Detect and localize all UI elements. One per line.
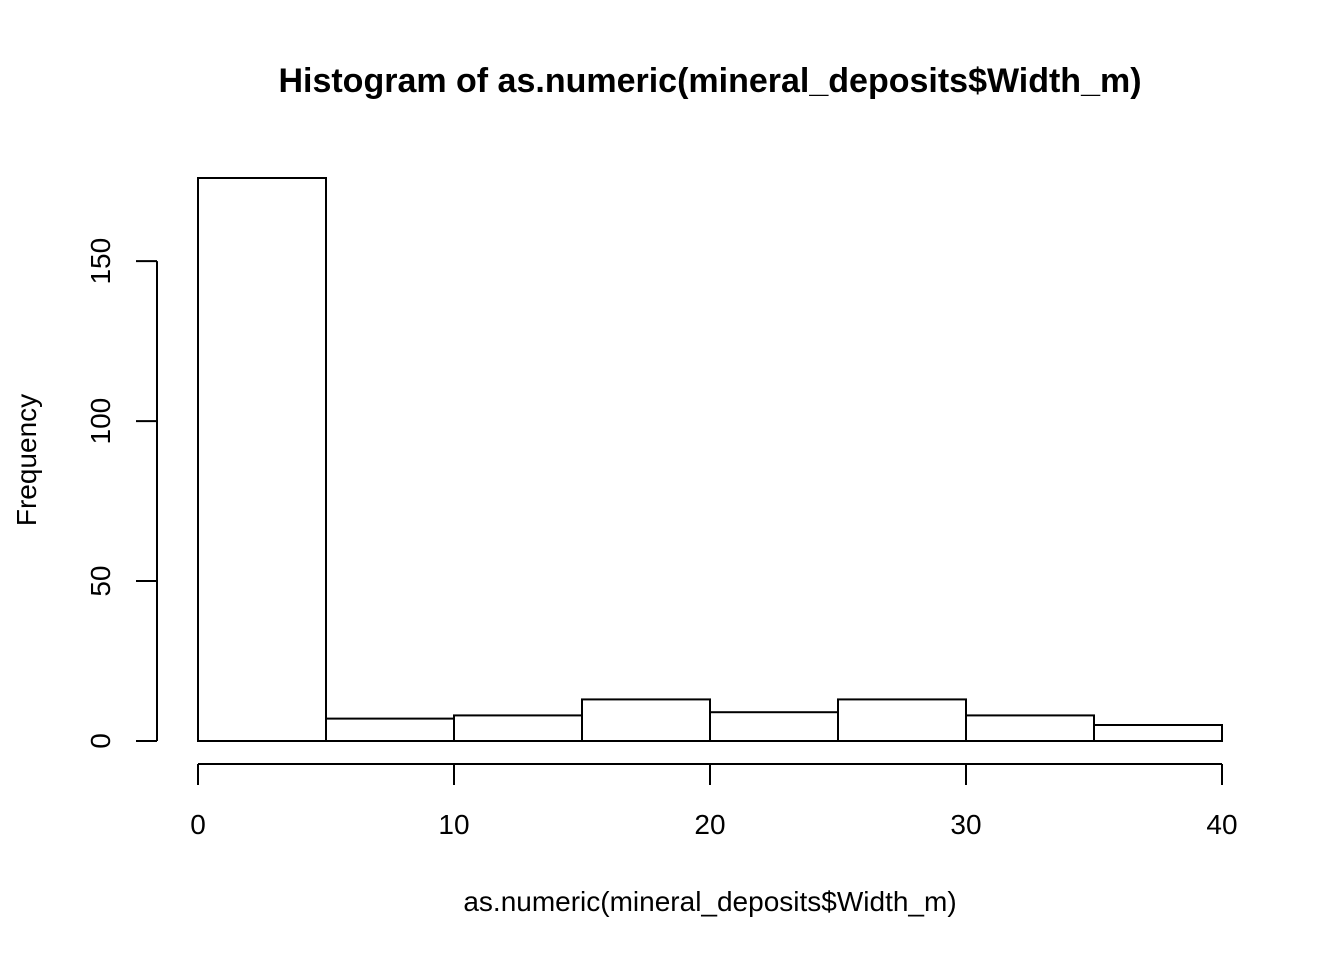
x-tick-label-1: 10 [438,809,469,840]
histogram-bar-7 [1093,724,1223,742]
chart-title: Histogram of as.numeric(mineral_deposits… [278,62,1141,100]
x-tick-label-3: 30 [950,809,981,840]
y-axis: 0 50 100 150 [85,238,158,749]
histogram-bar-0 [197,177,327,742]
histogram-bar-5 [837,698,967,743]
y-axis-label: Frequency [11,394,42,526]
x-axis-label: as.numeric(mineral_deposits$Width_m) [463,886,956,917]
histogram-bar-3 [581,698,711,743]
histogram-bar-2 [453,714,583,743]
x-axis: 0 10 20 30 40 [190,763,1238,840]
x-tick-label-2: 20 [694,809,725,840]
histogram-bar-1 [325,717,455,743]
histogram-bar-6 [965,714,1095,743]
y-tick-label-0: 0 [85,733,116,749]
x-tick-label-4: 40 [1206,809,1237,840]
histogram-bar-4 [709,711,839,742]
y-tick-label-2: 100 [85,398,116,445]
x-tick-label-0: 0 [190,809,206,840]
bars-group [197,177,1223,743]
y-tick-label-3: 150 [85,238,116,285]
y-tick-label-1: 50 [85,565,116,596]
